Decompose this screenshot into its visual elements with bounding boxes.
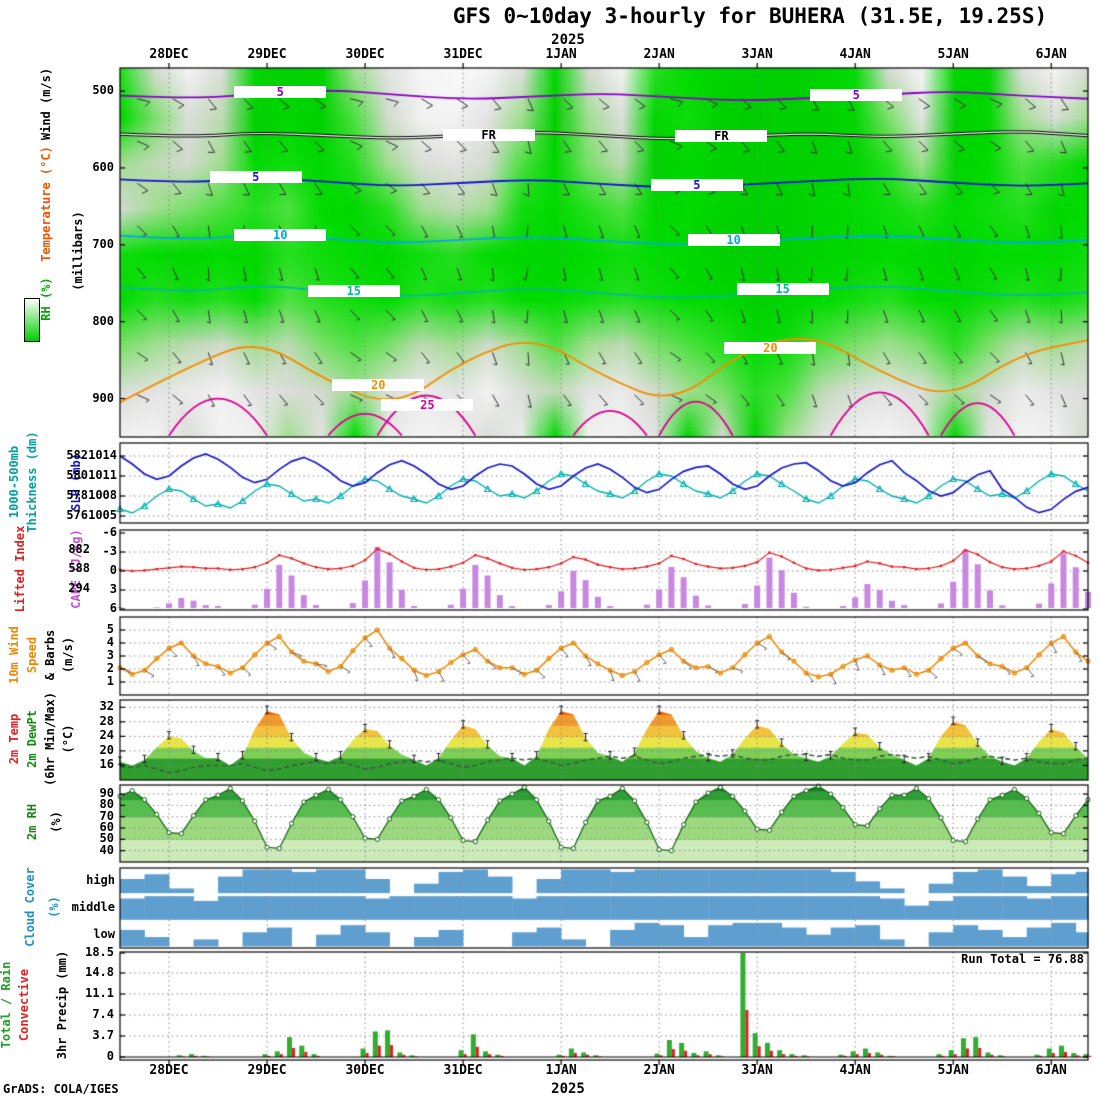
contour-label-20: 20 (724, 342, 817, 355)
slp-tick-label: 1014 (88, 448, 117, 462)
cape-tick-label: 588 (68, 561, 90, 576)
precip-tick-label: 14.8 (85, 964, 114, 979)
year-label-top: 2025 (551, 32, 585, 48)
date-label-bottom-30DEC: 30DEC (345, 1062, 385, 1078)
contour-label-5: 5 (234, 86, 327, 99)
rh-colorbar-legend (24, 298, 40, 342)
date-label-top-5JAN: 5JAN (937, 46, 969, 62)
date-label-top-31DEC: 31DEC (443, 46, 483, 62)
slp-tick-label: 1011 (88, 468, 117, 482)
lifted-index-tick-label: 6 (109, 600, 117, 615)
date-label-bottom-3JAN: 3JAN (741, 1062, 773, 1078)
temp-tick-label: 28 (99, 713, 114, 728)
thickness-tick-label: 580 (66, 468, 88, 482)
contour-label-15: 15 (736, 283, 829, 296)
rh-tick-label: 70 (99, 808, 114, 823)
lifted-index-tick-label: 3 (109, 581, 117, 596)
contour-label-5: 5 (209, 170, 302, 183)
pressure-tick-label: 800 (92, 313, 114, 328)
thickness-tick-label: 576 (66, 508, 88, 522)
contour-label-FR: FR (675, 130, 768, 143)
date-label-bottom-1JAN: 1JAN (545, 1062, 577, 1078)
slp-tick-label: 1005 (88, 508, 117, 522)
temp-tick-label: 32 (99, 699, 114, 714)
date-label-bottom-5JAN: 5JAN (937, 1062, 969, 1078)
year-label-bottom: 2025 (551, 1081, 585, 1097)
credit-text: GrADS: COLA/IGES (3, 1082, 119, 1096)
rh-tick-label: 80 (99, 797, 114, 812)
date-label-top-4JAN: 4JAN (839, 46, 871, 62)
cloud-row-label-low: low (93, 926, 115, 941)
axis-label-2m-temp: 2m Temp (7, 713, 21, 765)
cloud-row-label-middle: middle (71, 900, 115, 914)
date-label-bottom-31DEC: 31DEC (443, 1062, 483, 1078)
contour-label-25: 25 (381, 399, 474, 412)
wind-speed-tick-label: 5 (106, 622, 114, 636)
precip-tick-label: 3.7 (92, 1027, 114, 1042)
wind-speed-tick-label: 2 (106, 661, 114, 675)
rh-tick-label: 60 (99, 820, 114, 835)
rh-tick-label: 40 (99, 842, 114, 857)
date-label-bottom-28DEC: 28DEC (149, 1062, 189, 1078)
axis-label-convective: Convective (17, 968, 31, 1042)
lifted-index-tick-label: -3 (102, 544, 117, 558)
cape-tick-label: 882 (68, 541, 90, 556)
date-label-bottom-2JAN: 2JAN (643, 1062, 675, 1078)
contour-label-FR: FR (442, 128, 535, 141)
pressure-tick-label: 600 (92, 159, 114, 174)
thickness-tick-label: 578 (66, 488, 88, 502)
pressure-tick-label: 500 (92, 83, 114, 98)
date-label-top-30DEC: 30DEC (345, 46, 385, 62)
temp-tick-label: 24 (99, 728, 114, 743)
contour-label-10: 10 (234, 229, 327, 242)
rh-tick-label: 50 (99, 831, 114, 846)
date-label-top-2JAN: 2JAN (643, 46, 675, 62)
precip-tick-label: 7.4 (92, 1006, 114, 1021)
cape-tick-label: 294 (68, 580, 90, 595)
precip-tick-label: 11.1 (85, 985, 114, 1000)
temp-tick-label: 16 (99, 757, 114, 772)
run-total-text: Run Total = 76.88 (961, 952, 1084, 966)
contour-label-15: 15 (307, 284, 400, 297)
page-title: GFS 0~10day 3-hourly for BUHERA (31.5E, … (452, 4, 1048, 28)
date-label-top-28DEC: 28DEC (149, 46, 189, 62)
wind-speed-tick-label: 1 (106, 674, 114, 688)
pressure-tick-label: 900 (92, 390, 114, 405)
wind-speed-tick-label: 4 (106, 635, 114, 649)
precip-tick-label: 18.5 (85, 945, 114, 959)
contour-label-5: 5 (650, 178, 743, 191)
axis-label-total-rain: Total / Rain (0, 961, 13, 1049)
contour-label-20: 20 (332, 379, 425, 392)
date-label-top-6JAN: 6JAN (1035, 46, 1067, 62)
axis-label-rh: RH (%) (39, 277, 53, 321)
temp-tick-label: 20 (99, 742, 114, 757)
thickness-tick-label: 582 (66, 448, 88, 462)
date-label-top-3JAN: 3JAN (741, 46, 773, 62)
pressure-tick-label: 700 (92, 236, 114, 251)
rh-tick-label: 90 (99, 786, 114, 801)
cloud-row-label-high: high (86, 873, 115, 888)
slp-tick-label: 1008 (88, 488, 117, 502)
lifted-index-tick-label: 0 (109, 563, 117, 577)
wind-speed-tick-label: 3 (106, 648, 114, 662)
date-label-bottom-29DEC: 29DEC (247, 1062, 287, 1078)
contour-label-10: 10 (687, 233, 780, 246)
precip-tick-label: 0 (106, 1049, 114, 1063)
date-label-bottom-6JAN: 6JAN (1035, 1062, 1067, 1078)
contour-label-5: 5 (810, 89, 903, 102)
date-label-top-29DEC: 29DEC (247, 46, 287, 62)
date-label-top-1JAN: 1JAN (545, 46, 577, 62)
date-label-bottom-4JAN: 4JAN (839, 1062, 871, 1078)
lifted-index-tick-label: -6 (102, 525, 117, 539)
